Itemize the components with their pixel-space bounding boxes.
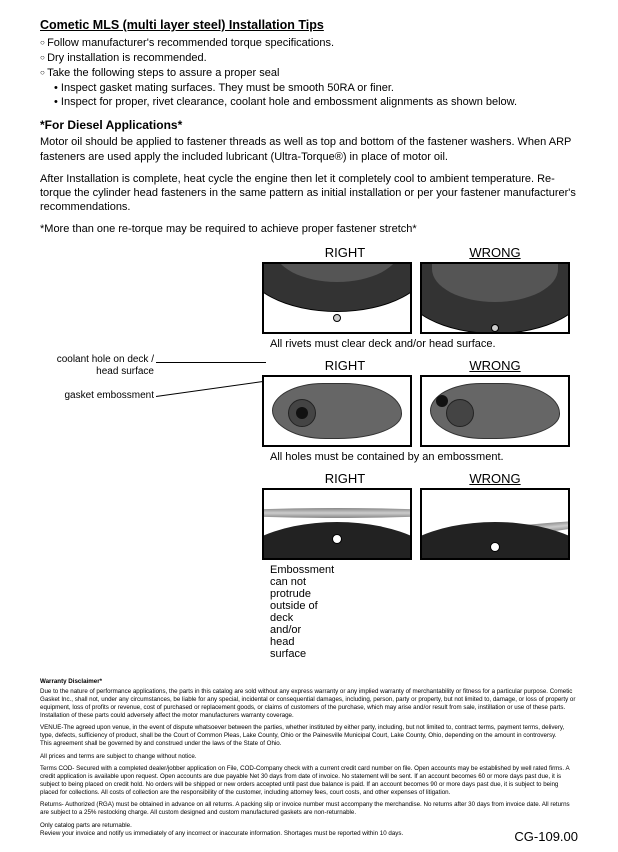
bullet-item: Dry installation is recommended. bbox=[40, 51, 578, 66]
label-wrong: WRONG bbox=[420, 358, 570, 373]
figure-labels: RIGHT WRONG bbox=[40, 471, 578, 486]
disclaimer-paragraph: Due to the nature of performance applica… bbox=[40, 688, 578, 719]
disclaimer-heading: Warranty Disclaimer* bbox=[40, 678, 578, 686]
label-right: RIGHT bbox=[270, 245, 420, 260]
disclaimer-text: VENUE-The agreed upon venue, in the even… bbox=[40, 724, 564, 739]
disclaimer-text: This agreement shall be governed by and … bbox=[40, 740, 281, 747]
figure-row bbox=[40, 488, 578, 560]
figure-panel-wrong bbox=[420, 375, 570, 447]
figure-row bbox=[40, 262, 578, 334]
figure-caption: All rivets must clear deck and/or head s… bbox=[40, 338, 578, 350]
leader-line bbox=[156, 362, 266, 363]
figure-panel-right bbox=[262, 375, 412, 447]
page-number: CG-109.00 bbox=[514, 829, 578, 844]
bullet-subitem: Inspect gasket mating surfaces. They mus… bbox=[40, 81, 578, 96]
rivet-icon bbox=[333, 314, 341, 322]
figure-panel-wrong bbox=[420, 488, 570, 560]
label-wrong: WRONG bbox=[420, 471, 570, 486]
bullet-list: Follow manufacturer's recommended torque… bbox=[40, 36, 578, 110]
label-wrong: WRONG bbox=[420, 245, 570, 260]
page: Cometic MLS (multi layer steel) Installa… bbox=[0, 0, 618, 852]
label-right: RIGHT bbox=[270, 471, 420, 486]
slot bbox=[332, 534, 342, 544]
figure-panel-right bbox=[262, 488, 412, 560]
embossment bbox=[446, 399, 474, 427]
disclaimer-paragraph: All prices and terms are subject to chan… bbox=[40, 753, 578, 761]
disclaimer-text: Review your invoice and notify us immedi… bbox=[40, 830, 403, 837]
disclaimer-paragraph: VENUE-The agreed upon venue, in the even… bbox=[40, 724, 578, 747]
figure-caption: Embossment can not protrude outside of d… bbox=[40, 564, 320, 660]
rivet-icon bbox=[491, 324, 499, 332]
note: *More than one re-torque may be required… bbox=[40, 223, 578, 235]
disclaimer-paragraph: Returns- Authorized (RGA) must be obtain… bbox=[40, 801, 578, 817]
coolant-hole bbox=[296, 407, 308, 419]
figure-row bbox=[40, 375, 578, 447]
disclaimer-paragraph: Terms COD- Secured with a completed deal… bbox=[40, 765, 578, 796]
figure-panel-wrong bbox=[420, 262, 570, 334]
callout-coolant: coolant hole on deck / head surface bbox=[34, 354, 154, 378]
embossment-line bbox=[262, 508, 412, 518]
paragraph: After Installation is complete, heat cyc… bbox=[40, 172, 578, 215]
disclaimer: Warranty Disclaimer* Due to the nature o… bbox=[40, 678, 578, 838]
paragraph: Motor oil should be applied to fastener … bbox=[40, 135, 578, 164]
diesel-heading: *For Diesel Applications* bbox=[40, 118, 578, 132]
figure-panel-right bbox=[262, 262, 412, 334]
disclaimer-text: Only catalog parts are returnable. bbox=[40, 822, 132, 829]
disclaimer-paragraph: Only catalog parts are returnable. Revie… bbox=[40, 822, 578, 838]
figure-block: RIGHT WRONG All rivets must clear deck a… bbox=[40, 245, 578, 660]
bullet-item: Take the following steps to assure a pro… bbox=[40, 66, 578, 81]
coolant-hole bbox=[436, 395, 448, 407]
bullet-subitem: Inspect for proper, rivet clearance, coo… bbox=[40, 95, 578, 110]
label-right: RIGHT bbox=[270, 358, 420, 373]
figure-caption: All holes must be contained by an emboss… bbox=[40, 451, 578, 463]
figure-labels: RIGHT WRONG bbox=[40, 245, 578, 260]
callout-embossment: gasket embossment bbox=[34, 390, 154, 402]
bullet-item: Follow manufacturer's recommended torque… bbox=[40, 36, 578, 51]
slot bbox=[490, 542, 500, 552]
page-title: Cometic MLS (multi layer steel) Installa… bbox=[40, 18, 578, 32]
